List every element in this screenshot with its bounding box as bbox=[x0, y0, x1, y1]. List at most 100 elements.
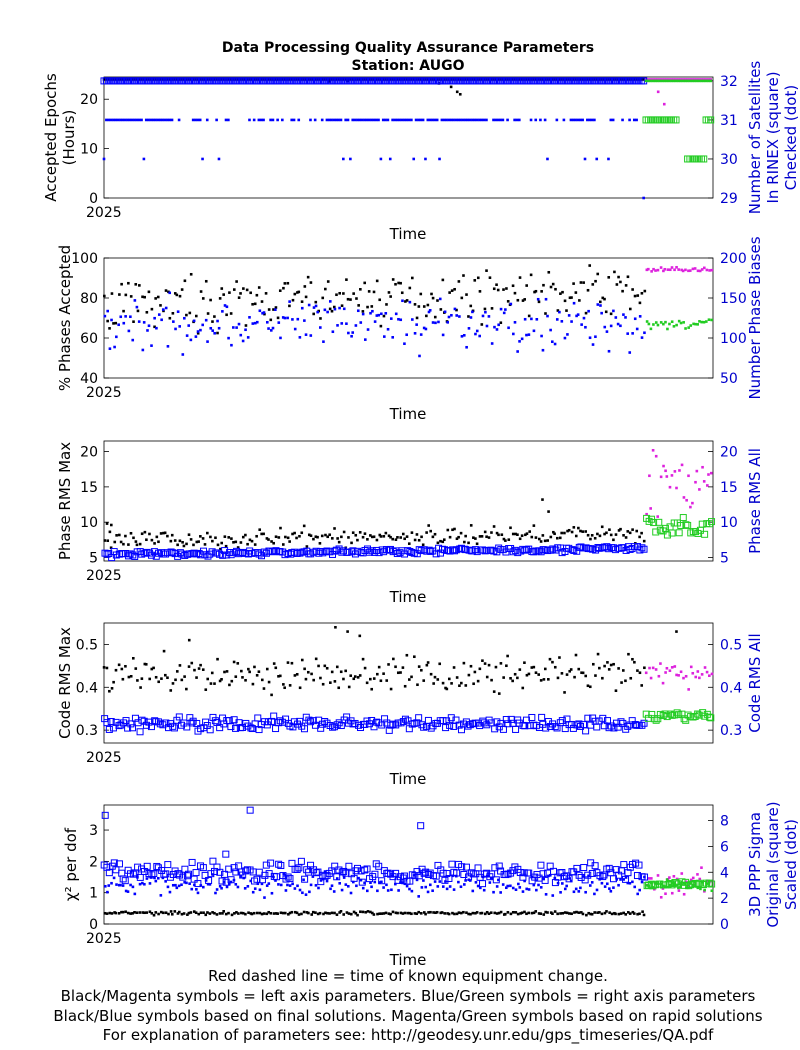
point-right-final-square bbox=[439, 869, 447, 877]
point-left-final-dot bbox=[196, 78, 200, 81]
point-right-final-square bbox=[495, 862, 503, 870]
point-left-rapid-dot bbox=[688, 269, 692, 272]
point-left-final-dot bbox=[353, 78, 357, 81]
point-right-final-dot bbox=[435, 118, 439, 122]
point-right-final-dot bbox=[256, 882, 260, 886]
point-left-final-dot bbox=[415, 316, 419, 320]
point-right-final-dot bbox=[509, 884, 512, 888]
point-left-final-dot bbox=[579, 281, 583, 284]
point-left-final-dot bbox=[542, 913, 546, 916]
point-left-final-dot bbox=[631, 910, 635, 914]
point-left-final-dot bbox=[309, 78, 312, 81]
point-left-final-dot bbox=[201, 668, 205, 671]
point-left-final-dot bbox=[451, 911, 454, 915]
point-right-rapid-dot bbox=[687, 886, 690, 890]
plot-frame bbox=[103, 76, 714, 199]
point-right-rapid-dot bbox=[647, 79, 650, 83]
point-right-final-square bbox=[542, 546, 550, 554]
point-right-final-dot bbox=[394, 882, 397, 886]
point-right-final-square bbox=[541, 876, 549, 884]
point-right-final-dot bbox=[473, 118, 477, 122]
point-left-final-dot bbox=[638, 912, 641, 916]
point-left-final-dot bbox=[154, 911, 158, 914]
point-left-final-dot bbox=[464, 78, 467, 81]
point-left-final-dot bbox=[342, 677, 345, 681]
point-left-final-dot bbox=[189, 78, 193, 81]
point-right-final-square bbox=[183, 872, 191, 880]
point-left-final-dot bbox=[328, 80, 331, 83]
point-right-final-dot bbox=[437, 320, 440, 324]
point-left-final-dot bbox=[564, 78, 568, 81]
point-left-final-dot bbox=[257, 78, 261, 81]
point-left-rapid-dot bbox=[644, 78, 648, 81]
point-right-final-dot bbox=[514, 888, 518, 891]
point-left-final-dot bbox=[137, 78, 141, 81]
point-right-final-square bbox=[624, 869, 632, 877]
point-right-final-dot bbox=[286, 316, 289, 320]
point-right-final-dot bbox=[365, 118, 369, 122]
point-left-final-dot bbox=[480, 535, 484, 538]
point-right-rapid-dot bbox=[710, 318, 713, 322]
point-left-final-dot bbox=[147, 78, 150, 81]
point-right-final-dot bbox=[422, 879, 425, 882]
point-right-rapid-square bbox=[652, 716, 660, 724]
point-left-final-dot bbox=[431, 296, 435, 300]
point-left-final-dot bbox=[596, 911, 599, 914]
point-right-final-dot bbox=[461, 118, 465, 122]
point-left-final-dot bbox=[166, 534, 169, 538]
point-left-final-dot bbox=[170, 533, 174, 537]
point-right-final-dot bbox=[457, 118, 460, 122]
point-right-final-square bbox=[211, 867, 219, 875]
point-right-final-square bbox=[138, 716, 146, 724]
point-right-final-dot bbox=[482, 888, 486, 892]
point-right-final-square bbox=[254, 714, 262, 722]
point-right-rapid-dot bbox=[705, 882, 709, 885]
point-left-final-dot bbox=[601, 676, 604, 680]
point-right-final-dot bbox=[270, 891, 274, 895]
point-left-final-dot bbox=[199, 535, 202, 538]
point-left-final-dot bbox=[259, 78, 263, 81]
point-right-final-dot bbox=[323, 870, 327, 873]
point-right-final-dot bbox=[571, 118, 575, 122]
footer-line-4: For explanation of parameters see: http:… bbox=[103, 1026, 714, 1045]
point-left-final-dot bbox=[403, 78, 406, 81]
point-left-final-dot bbox=[126, 78, 129, 81]
point-right-final-square bbox=[635, 861, 643, 869]
point-left-final-dot bbox=[534, 78, 538, 81]
point-left-final-dot bbox=[459, 78, 462, 81]
point-right-final-square bbox=[415, 714, 423, 722]
point-right-final-dot bbox=[373, 880, 377, 884]
point-left-rapid-dot bbox=[645, 268, 649, 272]
point-left-final-dot bbox=[142, 78, 146, 81]
point-left-final-dot bbox=[196, 331, 200, 335]
point-right-rapid-dot bbox=[682, 881, 686, 885]
point-left-final-dot bbox=[377, 665, 381, 669]
point-left-final-dot bbox=[559, 292, 562, 295]
point-left-final-dot bbox=[511, 679, 514, 683]
point-right-final-dot bbox=[481, 314, 485, 318]
point-right-final-dot bbox=[223, 304, 227, 307]
point-left-final-dot bbox=[389, 535, 392, 539]
point-right-rapid-square bbox=[706, 520, 714, 528]
point-right-final-square bbox=[286, 875, 294, 883]
point-left-final-dot bbox=[114, 321, 118, 325]
point-right-final-dot bbox=[609, 118, 613, 122]
y-axis-label: Accepted Epochs bbox=[42, 73, 60, 202]
point-left-final-dot bbox=[460, 681, 463, 685]
point-left-final-dot bbox=[534, 536, 538, 539]
point-right-final-dot bbox=[367, 118, 371, 122]
point-right-final-dot bbox=[493, 325, 496, 329]
point-right-final-square bbox=[568, 546, 576, 554]
point-left-final-dot bbox=[272, 308, 275, 311]
point-right-final-square bbox=[255, 726, 263, 734]
point-left-final-dot bbox=[340, 535, 343, 539]
point-right-rapid-dot bbox=[651, 886, 655, 889]
point-right-final-dot bbox=[568, 877, 571, 880]
point-left-final-dot bbox=[610, 912, 614, 916]
point-left-final-dot bbox=[271, 78, 275, 81]
point-right-final-square bbox=[143, 862, 151, 870]
point-left-final-dot bbox=[472, 682, 475, 686]
point-left-final-dot bbox=[245, 288, 249, 292]
point-left-final-dot bbox=[585, 913, 588, 917]
point-right-final-dot bbox=[329, 887, 332, 891]
